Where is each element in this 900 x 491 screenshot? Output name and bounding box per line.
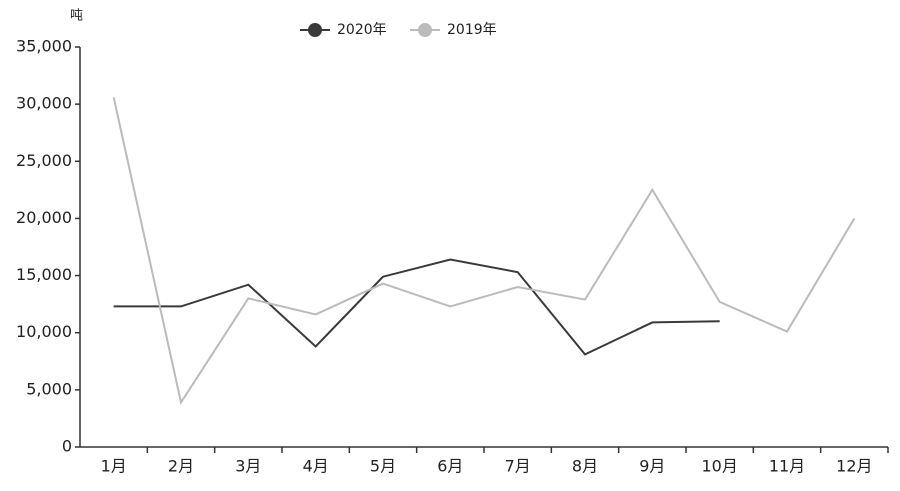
legend-label: 2019年: [447, 22, 497, 38]
x-tick-label: 12月: [836, 457, 872, 476]
y-tick-label: 0: [62, 437, 72, 456]
x-tick-label: 9月: [639, 457, 665, 476]
legend-marker: [418, 23, 432, 37]
x-tick-label: 2月: [168, 457, 194, 476]
y-tick-label: 20,000: [16, 208, 72, 227]
x-tick-label: 11月: [769, 457, 805, 476]
x-tick-label: 1月: [101, 457, 127, 476]
x-tick-label: 10月: [701, 457, 737, 476]
y-axis-label: 吨: [70, 9, 83, 24]
x-tick-label: 5月: [370, 457, 396, 476]
y-tick-label: 25,000: [16, 151, 72, 170]
y-tick-label: 15,000: [16, 265, 72, 284]
legend-label: 2020年: [337, 22, 387, 38]
x-tick-label: 8月: [572, 457, 598, 476]
x-tick-label: 6月: [437, 457, 463, 476]
y-tick-label: 10,000: [16, 322, 72, 341]
series-line: [113, 258, 720, 356]
y-tick-label: 30,000: [16, 94, 72, 113]
x-tick-label: 3月: [235, 457, 261, 476]
y-tick-label: 5,000: [26, 379, 72, 398]
x-tick-label: 7月: [505, 457, 531, 476]
x-tick-label: 4月: [303, 457, 329, 476]
series-line: [112, 97, 856, 405]
legend-marker: [308, 23, 322, 37]
y-tick-label: 35,000: [16, 37, 72, 56]
